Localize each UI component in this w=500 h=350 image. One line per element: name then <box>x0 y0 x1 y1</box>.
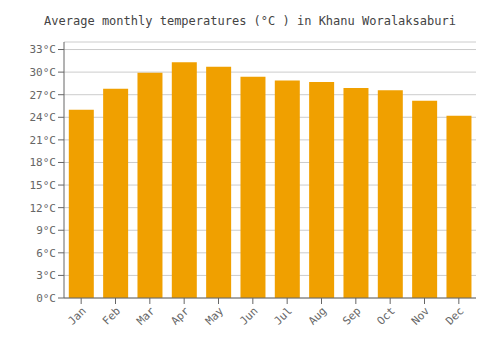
svg-text:May: May <box>203 304 227 328</box>
svg-text:3°C: 3°C <box>36 269 56 282</box>
svg-text:12°C: 12°C <box>30 202 57 215</box>
svg-text:6°C: 6°C <box>36 247 56 260</box>
svg-text:Oct: Oct <box>375 304 398 327</box>
svg-text:Sep: Sep <box>340 304 363 327</box>
svg-text:15°C: 15°C <box>30 179 57 192</box>
svg-text:21°C: 21°C <box>30 134 57 147</box>
svg-text:Jul: Jul <box>272 304 295 327</box>
svg-text:30°C: 30°C <box>30 66 57 79</box>
html-text:Average monthly temperatures (: Average monthly temperatures (°C ) in Kh… <box>44 14 456 28</box>
svg-text:Nov: Nov <box>409 304 433 328</box>
svg-text:Jan: Jan <box>66 304 89 327</box>
svg-text:Dec: Dec <box>443 304 466 327</box>
svg-text:9°C: 9°C <box>36 224 56 237</box>
svg-text:24°C: 24°C <box>30 111 57 124</box>
svg-text:0°C: 0°C <box>36 292 56 305</box>
svg-text:Jun: Jun <box>237 304 260 327</box>
svg-text:Mar: Mar <box>134 304 158 328</box>
svg-text:Apr: Apr <box>169 304 193 328</box>
svg-text:Aug: Aug <box>306 304 329 327</box>
svg-text:18°C: 18°C <box>30 156 57 169</box>
svg-text:Feb: Feb <box>100 304 123 327</box>
svg-text:33°C: 33°C <box>30 43 57 56</box>
svg-text:27°C: 27°C <box>30 89 57 102</box>
